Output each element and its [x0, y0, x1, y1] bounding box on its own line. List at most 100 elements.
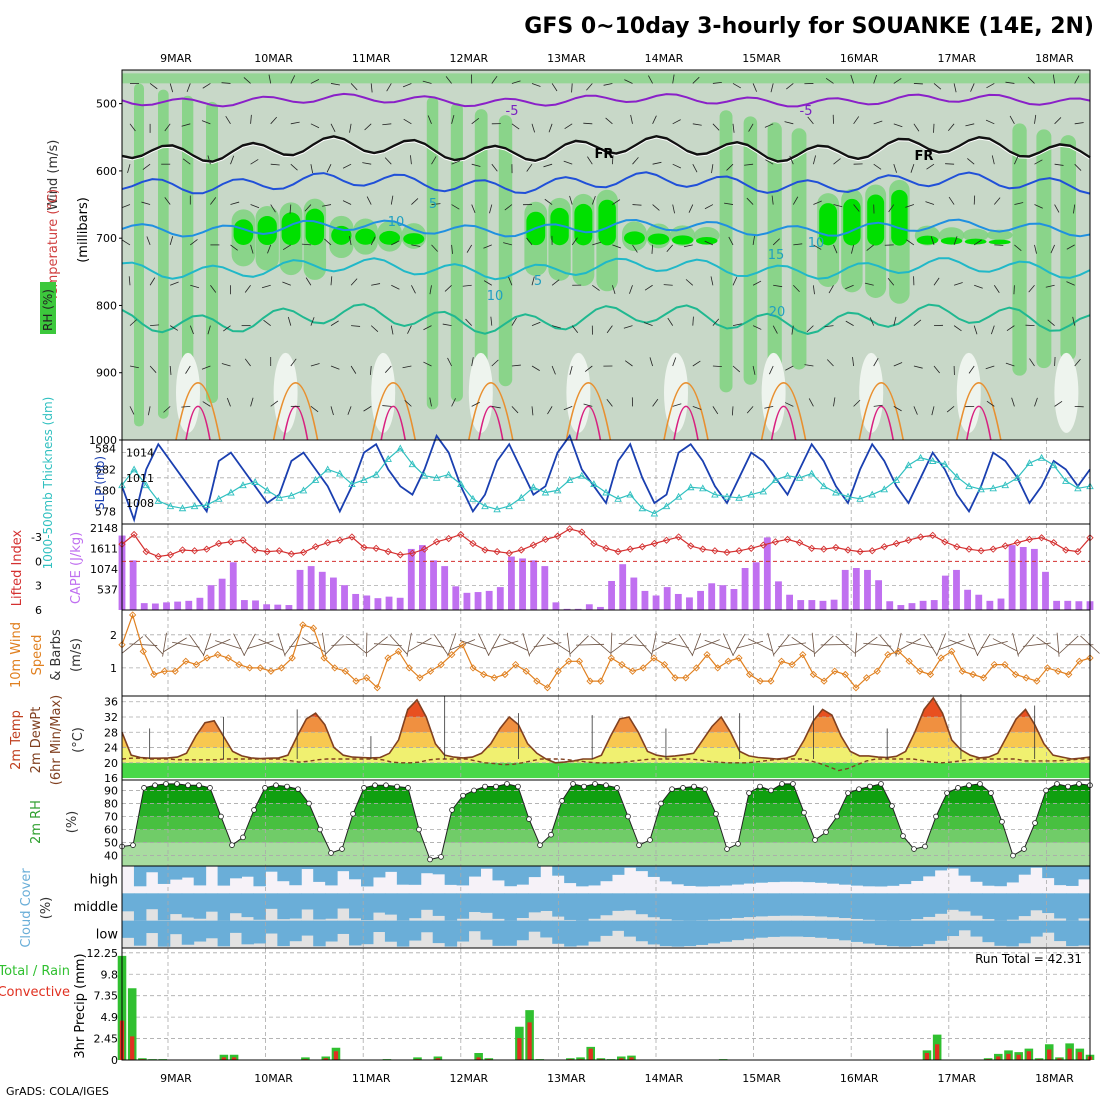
wind-barb — [630, 114, 633, 124]
cloud-cover-cell — [743, 866, 756, 884]
lifted-index-point — [275, 547, 283, 555]
wind-speed-point — [277, 664, 286, 672]
wind-speed-point — [1033, 677, 1041, 685]
lifted-index-tick-label: 6 — [35, 604, 42, 617]
wind-barb-10m — [205, 638, 231, 651]
cape-bar — [841, 569, 849, 610]
wind-barb — [270, 116, 278, 125]
wind-speed-point — [916, 667, 924, 675]
lifted-index-point — [203, 545, 211, 553]
rh-point — [1021, 846, 1027, 852]
lifted-index-point — [420, 545, 429, 553]
rh-saturated-region — [574, 203, 593, 246]
wind-speed-point — [618, 660, 626, 669]
wind-speed-point — [139, 647, 147, 655]
wind-speed-point — [639, 664, 647, 672]
cloud-cover-cell — [157, 866, 171, 884]
cloud-cover-cell — [862, 893, 876, 920]
wind-barb — [347, 406, 352, 415]
precip-convective-bar — [323, 1058, 328, 1060]
temp-contour-label: 5 — [429, 197, 437, 212]
thickness-point — [904, 461, 913, 469]
wind-barb — [852, 357, 854, 367]
cloud-cover-cell — [827, 893, 840, 918]
cloud-cover-cell — [133, 893, 147, 921]
wind-barb — [210, 197, 217, 205]
wind-barb — [667, 317, 674, 326]
cloud-cover-cell — [755, 893, 768, 917]
cape-bar — [129, 560, 137, 610]
wind-barb — [1014, 244, 1022, 252]
lifted-index-tick-label: -3 — [31, 531, 42, 544]
cloud-cover-cell — [408, 920, 422, 941]
wind-barb — [813, 155, 816, 165]
wind-barb — [1074, 358, 1081, 367]
cloud-cover-cell — [349, 920, 362, 946]
lifted-index-point — [251, 546, 259, 554]
cloud-cover-cell — [1042, 920, 1055, 933]
thickness-point — [154, 496, 163, 504]
wind-barb — [386, 83, 392, 92]
lifted-index-point — [190, 547, 199, 555]
wind-barb — [169, 325, 179, 331]
wind-speed-point — [224, 654, 233, 662]
rh-tick-label: 60 — [104, 824, 118, 837]
thickness-point — [856, 494, 864, 502]
wind-barb — [672, 119, 681, 125]
cape-bar — [1075, 601, 1083, 610]
cloud-cover-cell — [1030, 893, 1043, 911]
cloud-cover-cell — [229, 920, 243, 933]
wind-barb — [491, 405, 501, 409]
wind-barb-10m — [678, 634, 693, 656]
wind-barb — [612, 199, 621, 205]
rh-tick-label: 80 — [104, 797, 118, 810]
thickness-point — [396, 444, 405, 452]
rh-contour-region — [1060, 135, 1076, 361]
wind-barb-10m — [863, 642, 892, 647]
rh-point — [702, 786, 708, 792]
wind-barb — [429, 285, 432, 295]
cloud-cover-cell — [588, 866, 601, 886]
rh-axis-label-line1: 2m RH — [29, 800, 44, 844]
wind-barb — [181, 123, 191, 127]
wind-barb-10m — [694, 639, 720, 651]
rh-point — [988, 790, 994, 796]
cloud-cover-cell — [623, 893, 637, 911]
wind-barb — [913, 406, 918, 415]
cloud-cover-cell — [623, 920, 637, 937]
cloud-cover-cell — [731, 866, 744, 885]
lifted-index-point — [287, 550, 296, 558]
wind-barb — [991, 155, 995, 165]
wind-barb — [990, 325, 995, 335]
cloud-cover-cell — [815, 920, 828, 938]
pressure-tick-label: 700 — [96, 232, 117, 245]
cloud-cover-cell — [1078, 893, 1091, 919]
wind-barb — [770, 83, 774, 93]
cloud-cover-cell — [193, 866, 207, 886]
cloud-cover-cell — [934, 893, 948, 914]
cloud-cover-cell — [193, 920, 207, 942]
cape-bar — [1053, 600, 1061, 610]
cape-bar — [563, 608, 571, 610]
lifted-index-point — [505, 549, 513, 557]
cape-bar — [1064, 600, 1072, 610]
lifted-index-point — [856, 547, 864, 556]
cloud-row-label: low — [96, 927, 119, 942]
wind-barb — [851, 244, 854, 254]
rh-point — [493, 783, 499, 790]
cape-bar — [374, 598, 382, 610]
wind-barb — [731, 406, 734, 416]
temp-color-band — [122, 747, 1090, 763]
wind-barb — [305, 277, 312, 286]
wind-speed-point — [426, 667, 435, 675]
lifted-index-point — [517, 546, 525, 554]
rh-point — [625, 813, 631, 820]
wind-barb — [692, 405, 702, 410]
rh-point — [570, 781, 576, 787]
cloud-cover-cell — [193, 893, 207, 919]
rh-point — [526, 816, 532, 822]
cloud-cover-cell — [922, 920, 936, 945]
cloud-cover-cell — [815, 866, 828, 883]
wind-barb — [427, 115, 432, 124]
wind-barb — [813, 244, 822, 250]
